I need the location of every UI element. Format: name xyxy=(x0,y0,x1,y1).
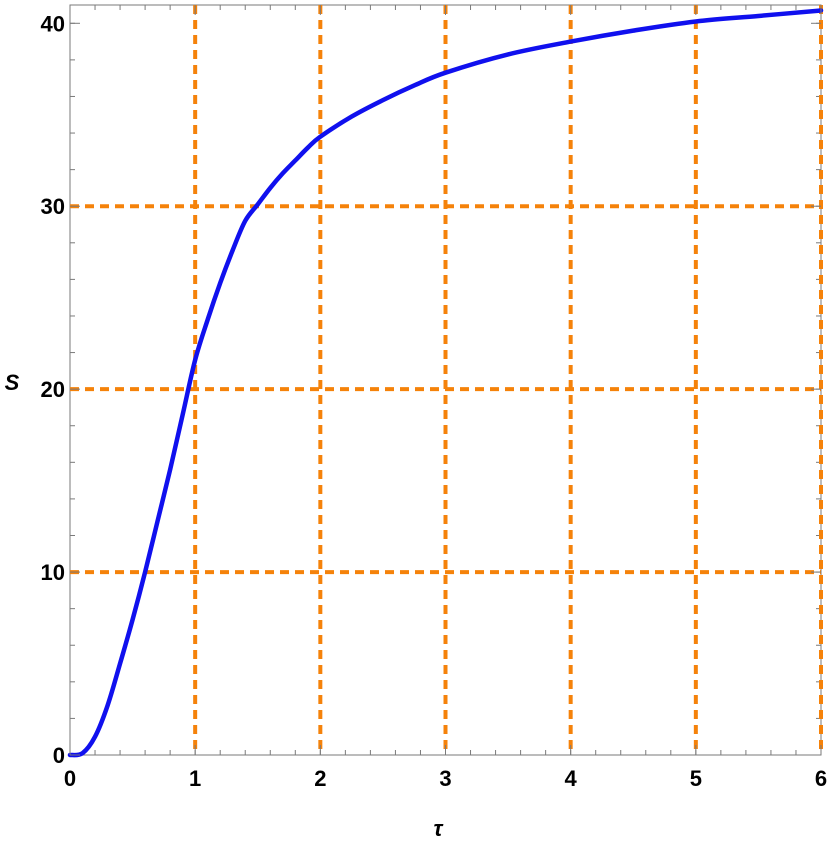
x-tick-label: 6 xyxy=(815,766,827,791)
major-ticks xyxy=(69,5,822,756)
x-tick-label: 4 xyxy=(565,766,578,791)
x-tick-label: 1 xyxy=(189,766,201,791)
x-tick-label: 3 xyxy=(439,766,451,791)
x-tick-label: 2 xyxy=(314,766,326,791)
x-tick-label: 0 xyxy=(64,766,76,791)
x-axis-label: τ xyxy=(434,816,444,841)
series-line xyxy=(67,8,824,758)
y-tick-label: 0 xyxy=(53,743,65,768)
series-layer xyxy=(67,8,824,758)
y-tick-label: 20 xyxy=(41,377,65,402)
y-axis-label: S xyxy=(5,370,20,395)
grid-lines xyxy=(70,5,823,755)
y-tick-label: 30 xyxy=(41,194,65,219)
y-tick-label: 40 xyxy=(41,11,65,36)
tick-labels: 0 1 2 3 4 5 6 0 10 20 30 40 xyxy=(41,11,828,791)
x-tick-label: 5 xyxy=(690,766,702,791)
y-tick-label: 10 xyxy=(41,560,65,585)
